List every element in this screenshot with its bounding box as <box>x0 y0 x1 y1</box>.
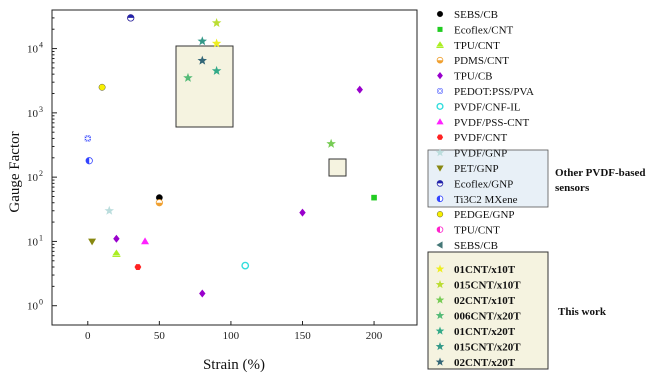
this-work-highlight-box <box>175 45 234 128</box>
data-points <box>84 14 377 298</box>
legend-marker-pvdf-cnf-il <box>436 102 444 110</box>
legend-marker-015cnt-x20t <box>435 342 445 351</box>
legend-marker-006cnt-x20t <box>435 311 445 320</box>
legend-marker-sebs-cb <box>436 10 444 18</box>
legend-label-sebs-cb: SEBS/CB <box>454 9 498 21</box>
legend-label-pedot-pss-pva: PEDOT:PSS/PVA <box>454 86 534 98</box>
y-tick-label: 10 <box>27 236 39 248</box>
legend-marker-pedge-gnp <box>436 211 444 218</box>
x-tick-label: 50 <box>154 330 166 342</box>
legend-marker-02cnt-x10t <box>435 295 445 304</box>
y-tick-label: 10 <box>27 172 39 184</box>
data-point-tpu-cb <box>356 85 363 94</box>
data-point-02cnt-x10t <box>326 138 336 148</box>
y-axis-title: Gauge Factor <box>7 131 23 212</box>
legend-label-sebs-cb: SEBS/CB <box>454 240 498 252</box>
x-axis: 0 50 100 150 200 <box>85 321 383 342</box>
data-point-tpu-cb <box>113 234 120 243</box>
legend-label-pet-gnp: PET/GNP <box>454 163 499 175</box>
legend-marker-tpu-cnt <box>436 226 444 233</box>
pvdf-group-label-line2: sensors <box>555 182 590 194</box>
legend-marker-015cnt-x10t <box>435 280 445 289</box>
this-work-label: This work <box>558 306 607 318</box>
y-tick-exponent: 3 <box>39 105 43 114</box>
legend-label-tpu-cb: TPU/CB <box>454 71 493 83</box>
y-tick-label: 10 <box>27 44 39 56</box>
data-point-ecoflex-cnt <box>371 194 377 201</box>
legend-marker-pvdf-cnt <box>436 134 444 140</box>
legend-label-02cnt-x10t: 02CNT/x10T <box>454 295 516 307</box>
this-work-legend-box <box>427 251 549 370</box>
data-point-tpu-cnt <box>112 249 121 257</box>
data-point-pvdf-pss-cnt <box>141 237 150 245</box>
y-tick-label: 10 <box>27 301 39 313</box>
data-point-015cnt-x20t <box>197 36 207 46</box>
pvdf-group-label-line1: Other PVDF-based <box>555 167 646 179</box>
legend-marker-01cnt-x20t <box>435 326 445 335</box>
data-point-015cnt-x10t <box>211 18 222 27</box>
legend-marker-02cnt-x20t <box>435 357 445 366</box>
legend-marker-01cnt-x10t <box>435 264 445 273</box>
data-point-pvdf-cnf-il <box>241 261 250 270</box>
y-tick-label: 10 <box>27 108 39 120</box>
legend-label-pvdf-pss-cnt: PVDF/PSS-CNT <box>454 117 529 129</box>
data-point-01cnt-x10t <box>211 38 222 48</box>
legend-marker-pedot-pss-pva <box>437 88 443 94</box>
legend-marker-ecoflex-cnt <box>437 26 443 32</box>
legend-marker-tpu-cb <box>437 72 443 80</box>
legend-label-pvdf-cnt: PVDF/CNT <box>454 132 507 144</box>
y-tick-exponent: 0 <box>39 298 43 307</box>
legend-label-pvdf-gnp: PVDF/GNP <box>454 148 507 160</box>
y-tick-exponent: 1 <box>39 233 43 242</box>
legend-label-015cnt-x20t: 015CNT/x20T <box>454 342 521 354</box>
legend-label-pdms-cnt: PDMS/CNT <box>454 55 509 67</box>
x-tick-label: 150 <box>294 330 311 342</box>
legend-label-ecoflex-gnp: Ecoflex/GNP <box>454 178 513 190</box>
legend-marker-pvdf-pss-cnt <box>436 118 444 125</box>
legend-label-02cnt-x20t: 02CNT/x20T <box>454 357 516 369</box>
y-tick-exponent: 2 <box>39 169 43 178</box>
pvdf-legend-box <box>427 149 549 208</box>
legend-label-01cnt-x20t: 01CNT/x20T <box>454 326 516 338</box>
legend-marker-sebs-cb <box>436 241 443 249</box>
data-point-tpu-cb <box>199 289 206 298</box>
legend-label-pvdf-cnf-il: PVDF/CNF-IL <box>454 101 521 113</box>
legend-marker-pvdf-gnp <box>435 148 445 157</box>
legend-label-ti3c2-mxene: Ti3C2 MXene <box>454 194 518 206</box>
data-point-ecoflex-gnp <box>127 14 135 22</box>
legend-marker-pdms-cnt <box>436 56 444 64</box>
single-point-highlight-box <box>328 158 347 177</box>
data-point-pvdf-gnp <box>104 205 114 215</box>
x-tick-label: 0 <box>85 330 91 342</box>
data-point-006cnt-x20t <box>183 72 193 82</box>
data-point-pedge-gnp <box>98 83 106 91</box>
data-point-tpu-cb <box>299 208 306 217</box>
legend-label-01cnt-x10t: 01CNT/x10T <box>454 264 516 276</box>
legend-label-015cnt-x10t: 015CNT/x10T <box>454 280 521 292</box>
legend-marker-ti3c2-mxene <box>436 195 444 203</box>
data-point-pet-gnp <box>88 238 97 246</box>
legend-marker-pet-gnp <box>436 165 444 172</box>
legend-marker-tpu-cnt <box>436 41 444 48</box>
x-axis-title: Strain (%) <box>203 357 265 373</box>
legend: SEBS/CB Ecoflex/CNT TPU/CNT PDMS/CNT TPU/CB P… <box>435 9 534 369</box>
legend-label-006cnt-x20t: 006CNT/x20T <box>454 311 521 323</box>
legend-label-tpu-cnt: TPU/CNT <box>454 40 500 52</box>
data-point-pedot-pss-pva <box>84 135 92 142</box>
data-point-ti3c2-mxene <box>85 157 93 165</box>
data-point-01cnt-x20t <box>211 65 222 75</box>
plot-area <box>51 9 418 326</box>
x-tick-label: 200 <box>366 330 383 342</box>
legend-label-pedge-gnp: PEDGE/GNP <box>454 209 515 221</box>
legend-marker-ecoflex-gnp <box>436 180 444 187</box>
data-point-pvdf-cnt <box>134 264 142 270</box>
legend-label-ecoflex-cnt: Ecoflex/CNT <box>454 24 514 36</box>
data-point-02cnt-x20t <box>197 55 207 65</box>
y-tick-exponent: 4 <box>39 41 43 50</box>
x-tick-label: 100 <box>223 330 240 342</box>
data-point-pdms-cnt <box>155 199 163 207</box>
legend-label-tpu-cnt: TPU/CNT <box>454 225 500 237</box>
